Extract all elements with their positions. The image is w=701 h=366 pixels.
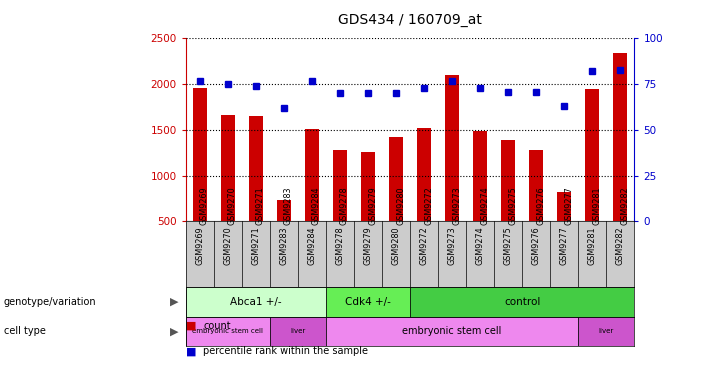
Text: Abca1 +/-: Abca1 +/- [230, 297, 282, 307]
Text: genotype/variation: genotype/variation [4, 297, 96, 307]
Bar [445, 75, 459, 221]
Text: GSM9271: GSM9271 [252, 227, 260, 265]
Text: ▶: ▶ [170, 297, 179, 307]
Text: GSM9281: GSM9281 [588, 227, 597, 265]
Text: GSM9270: GSM9270 [228, 186, 237, 225]
Text: GSM9277: GSM9277 [564, 186, 573, 225]
Bar [417, 128, 431, 221]
Text: ■: ■ [186, 346, 196, 356]
Text: GSM9280: GSM9280 [392, 227, 400, 265]
Text: GSM9275: GSM9275 [504, 227, 512, 265]
Text: GSM9280: GSM9280 [396, 186, 405, 225]
Text: GSM9275: GSM9275 [508, 186, 517, 225]
Bar [277, 201, 291, 221]
Text: count: count [203, 321, 231, 331]
Text: ▶: ▶ [170, 326, 179, 336]
Text: Cdk4 +/-: Cdk4 +/- [345, 297, 391, 307]
Bar [501, 140, 515, 221]
Text: GSM9276: GSM9276 [532, 227, 540, 265]
Bar [529, 150, 543, 221]
Bar [361, 152, 375, 221]
Bar [326, 317, 578, 346]
Bar [557, 192, 571, 221]
Text: GSM9273: GSM9273 [448, 227, 456, 265]
Bar [326, 287, 410, 317]
Bar [270, 317, 326, 346]
Text: GSM9276: GSM9276 [536, 186, 545, 225]
Text: ■: ■ [186, 321, 196, 331]
Text: GSM9272: GSM9272 [420, 227, 428, 265]
Bar [305, 129, 319, 221]
Text: liver: liver [599, 328, 614, 334]
Text: GSM9282: GSM9282 [616, 227, 625, 265]
Text: GSM9274: GSM9274 [476, 227, 484, 265]
Text: GSM9284: GSM9284 [312, 186, 321, 225]
Text: GSM9279: GSM9279 [364, 227, 372, 265]
Bar [249, 116, 263, 221]
Text: GSM9282: GSM9282 [620, 186, 629, 225]
Bar [221, 115, 235, 221]
Bar [186, 287, 326, 317]
Text: GSM9278: GSM9278 [336, 227, 344, 265]
Text: liver: liver [290, 328, 306, 334]
Text: control: control [504, 297, 540, 307]
Text: GSM9273: GSM9273 [452, 186, 461, 225]
Text: GSM9272: GSM9272 [424, 186, 433, 225]
Bar [333, 150, 347, 221]
Text: GSM9274: GSM9274 [480, 186, 489, 225]
Text: percentile rank within the sample: percentile rank within the sample [203, 346, 368, 356]
Text: embryonic stem cell: embryonic stem cell [192, 328, 264, 334]
Text: cell type: cell type [4, 326, 46, 336]
Text: GSM9269: GSM9269 [196, 227, 204, 265]
Bar [613, 53, 627, 221]
Bar [578, 317, 634, 346]
Text: GDS434 / 160709_at: GDS434 / 160709_at [338, 14, 482, 27]
Text: GSM9284: GSM9284 [308, 227, 316, 265]
Text: GSM9281: GSM9281 [592, 186, 601, 225]
Bar [186, 317, 270, 346]
Text: GSM9283: GSM9283 [284, 186, 293, 225]
Bar [585, 89, 599, 221]
Bar [193, 88, 207, 221]
Text: GSM9269: GSM9269 [200, 186, 209, 225]
Text: GSM9279: GSM9279 [368, 186, 377, 225]
Text: GSM9283: GSM9283 [280, 227, 288, 265]
Bar [410, 287, 634, 317]
Text: embryonic stem cell: embryonic stem cell [402, 326, 502, 336]
Text: GSM9277: GSM9277 [560, 227, 569, 265]
Text: GSM9278: GSM9278 [340, 186, 349, 225]
Text: GSM9270: GSM9270 [224, 227, 232, 265]
Bar [389, 137, 403, 221]
Text: GSM9271: GSM9271 [256, 186, 265, 225]
Bar [473, 131, 487, 221]
